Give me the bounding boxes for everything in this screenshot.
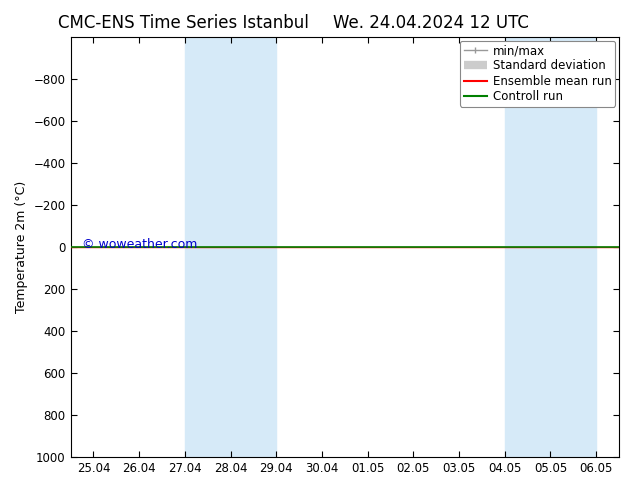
Text: © woweather.com: © woweather.com xyxy=(82,239,197,251)
Bar xyxy=(184,37,276,457)
Text: CMC-ENS Time Series Istanbul: CMC-ENS Time Series Istanbul xyxy=(58,14,309,32)
Y-axis label: Temperature 2m (°C): Temperature 2m (°C) xyxy=(15,181,28,313)
Legend: min/max, Standard deviation, Ensemble mean run, Controll run: min/max, Standard deviation, Ensemble me… xyxy=(460,41,616,107)
Text: We. 24.04.2024 12 UTC: We. 24.04.2024 12 UTC xyxy=(333,14,529,32)
Bar xyxy=(505,37,596,457)
